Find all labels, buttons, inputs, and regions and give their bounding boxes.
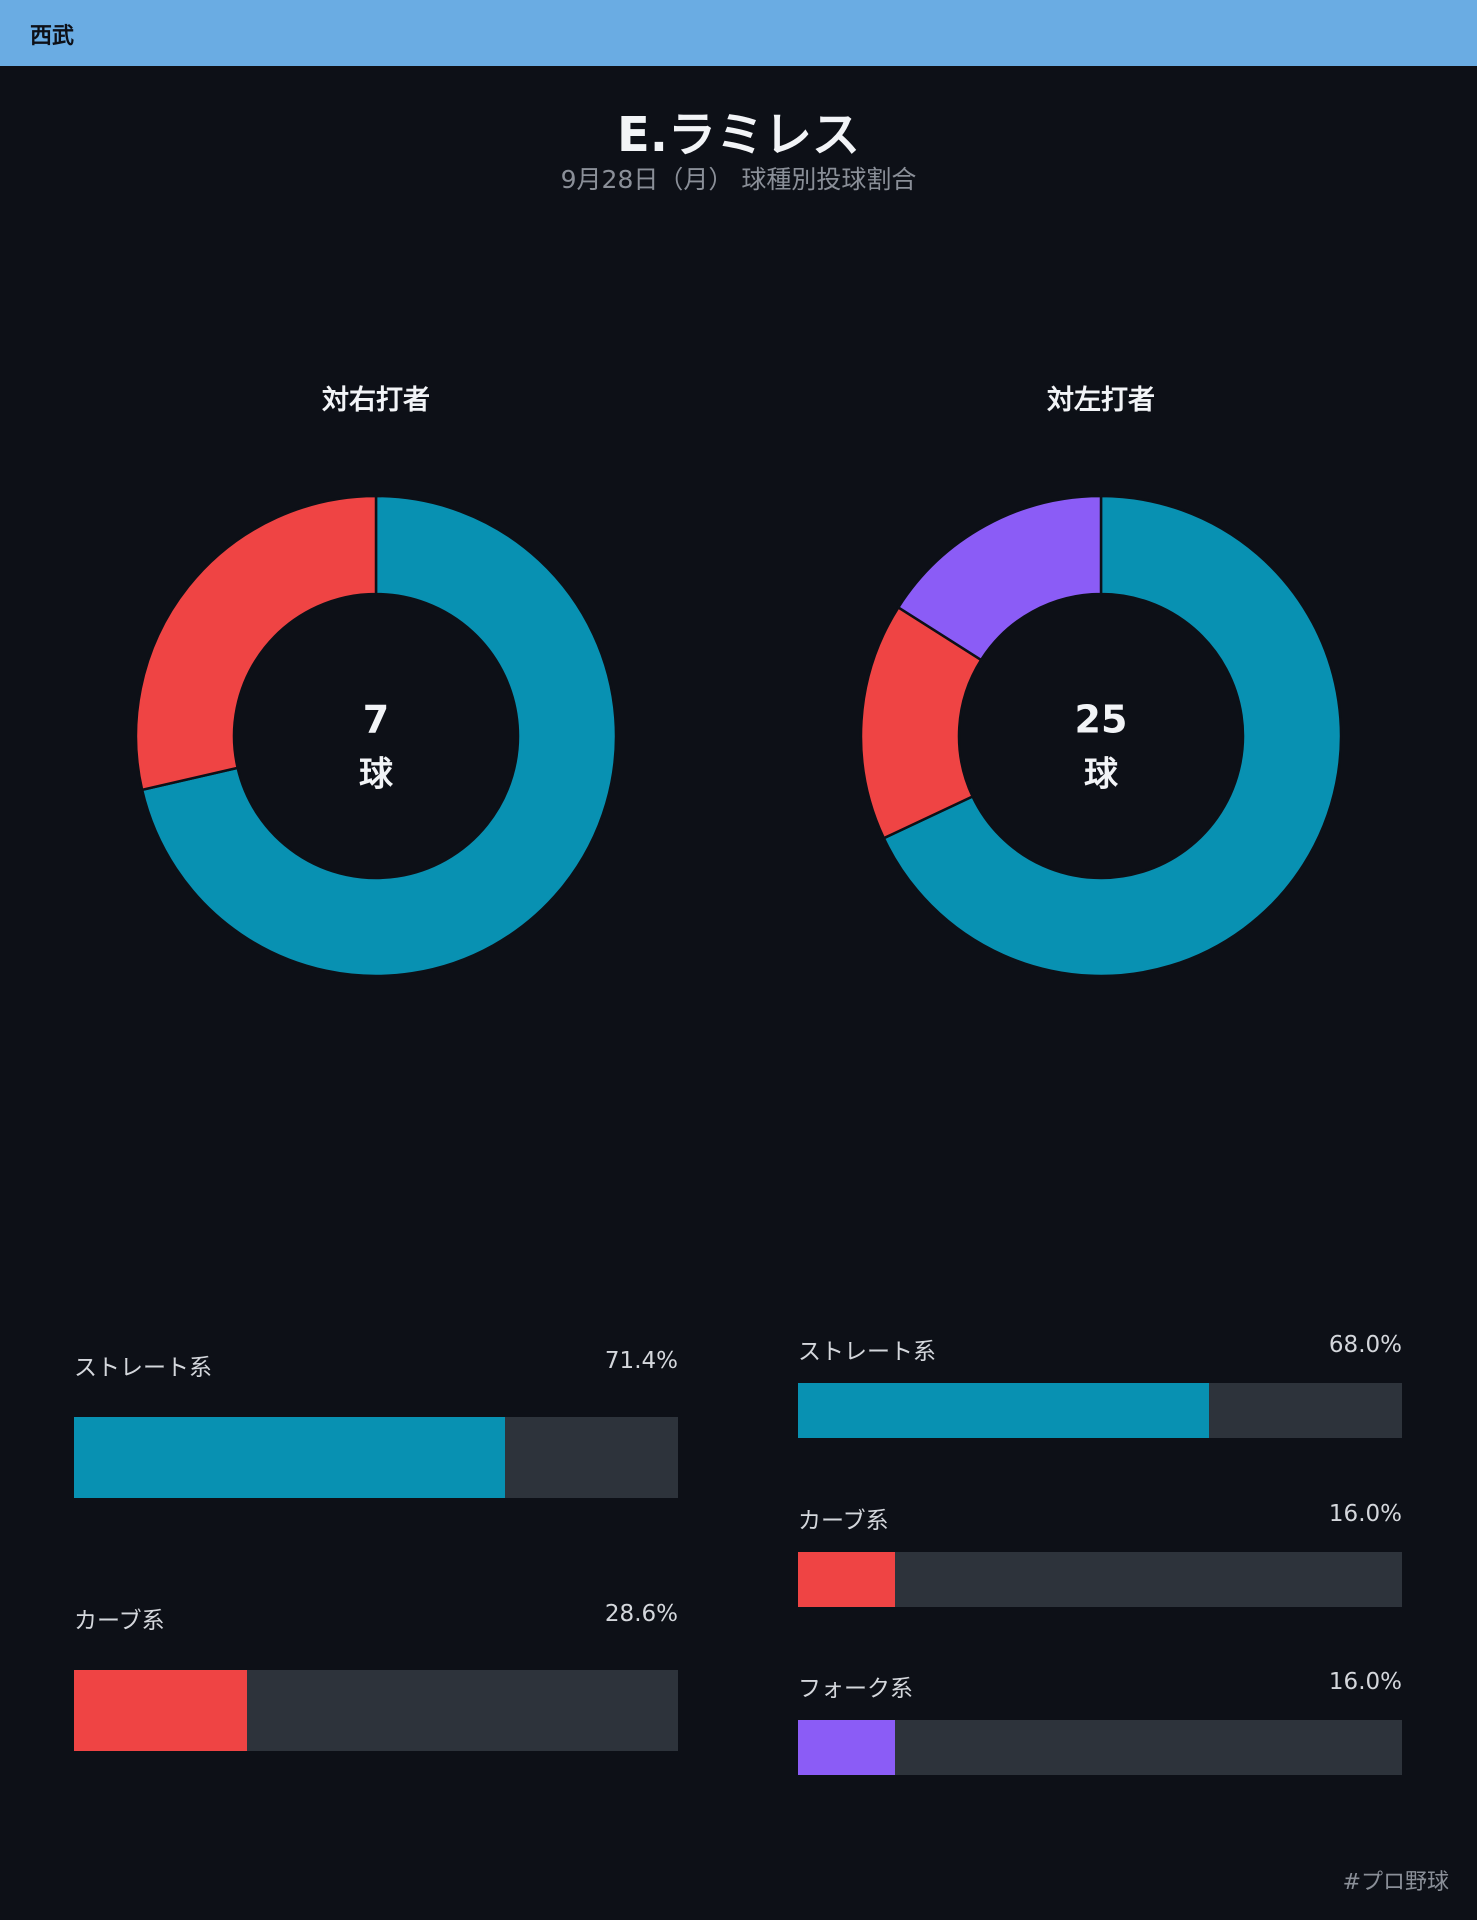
left-batter-pitch-unit: 球 <box>1084 755 1119 795</box>
bar-track <box>798 1383 1402 1438</box>
left-batter-bar-row-fork: フォーク系 16.0% <box>798 1669 1402 1775</box>
left-batter-donut-chart: 25 球 <box>859 494 1343 978</box>
right-batter-donut-chart: 7 球 <box>134 494 618 978</box>
right-batter-bar-row-straight: ストレート系 71.4% <box>74 1348 678 1498</box>
donut-slice-straight <box>882 494 1343 978</box>
left-batter-bar-row-straight: ストレート系 68.0% <box>798 1332 1402 1438</box>
hashtag-footer: #プロ野球 <box>1342 1870 1449 1895</box>
bar-label: ストレート系 <box>74 1355 212 1381</box>
right-batter-bar-row-curve: カーブ系 28.6% <box>74 1601 678 1751</box>
bar-fill-fork <box>798 1720 895 1775</box>
bar-percent: 16.0% <box>1328 1501 1402 1527</box>
donut-slice-straight <box>140 494 618 978</box>
bar-track <box>74 1670 678 1751</box>
team-header-bar: 西武 <box>0 0 1477 66</box>
bar-track <box>74 1417 678 1498</box>
bar-label: カーブ系 <box>798 1508 889 1534</box>
bar-label: ストレート系 <box>798 1339 936 1365</box>
bar-label: カーブ系 <box>74 1608 165 1634</box>
donut-slice-fork <box>896 494 1103 662</box>
left-batter-title: 対左打者 <box>1047 385 1155 416</box>
left-batter-bar-row-curve: カーブ系 16.0% <box>798 1501 1402 1607</box>
right-batter-pitch-unit: 球 <box>359 755 394 795</box>
right-batter-title: 対右打者 <box>322 385 430 416</box>
bar-label: フォーク系 <box>798 1676 913 1702</box>
bar-fill-straight <box>74 1417 506 1498</box>
bar-percent: 68.0% <box>1328 1332 1402 1358</box>
player-name: E.ラミレス <box>616 107 861 163</box>
bar-fill-curve <box>798 1552 895 1607</box>
bar-track <box>798 1552 1402 1607</box>
chart-subtitle: 9月28日（月） 球種別投球割合 <box>560 165 917 194</box>
bar-percent: 28.6% <box>604 1601 678 1627</box>
left-batter-pitch-count: 25 <box>1075 698 1128 742</box>
team-name: 西武 <box>30 24 75 49</box>
bar-percent: 71.4% <box>604 1348 678 1374</box>
bar-percent: 16.0% <box>1328 1669 1402 1695</box>
bar-fill-straight <box>798 1383 1209 1438</box>
bar-track <box>798 1720 1402 1775</box>
donut-slice-curve <box>134 494 378 792</box>
right-batter-pitch-count: 7 <box>363 698 389 742</box>
bar-fill-curve <box>74 1670 247 1751</box>
